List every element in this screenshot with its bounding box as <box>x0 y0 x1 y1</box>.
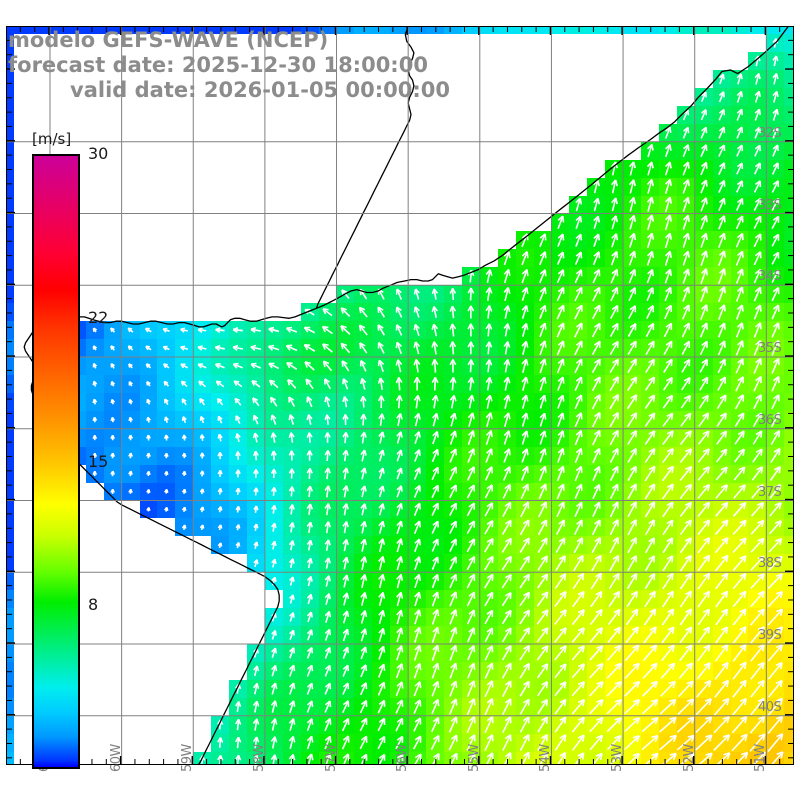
colorbar-tick-label: 15 <box>88 451 109 471</box>
colorbar-tick-label: 22 <box>88 308 109 327</box>
wind-speed-canvas <box>7 27 793 764</box>
colorbar-tick-label: 30 <box>88 144 109 163</box>
map-plot-frame <box>6 26 794 765</box>
colorbar-tick-label: 8 <box>88 595 99 614</box>
colorbar-gradient <box>32 154 80 769</box>
wind-speed-raster <box>7 27 793 764</box>
colorbar-unit-label: [m/s] <box>32 130 72 148</box>
